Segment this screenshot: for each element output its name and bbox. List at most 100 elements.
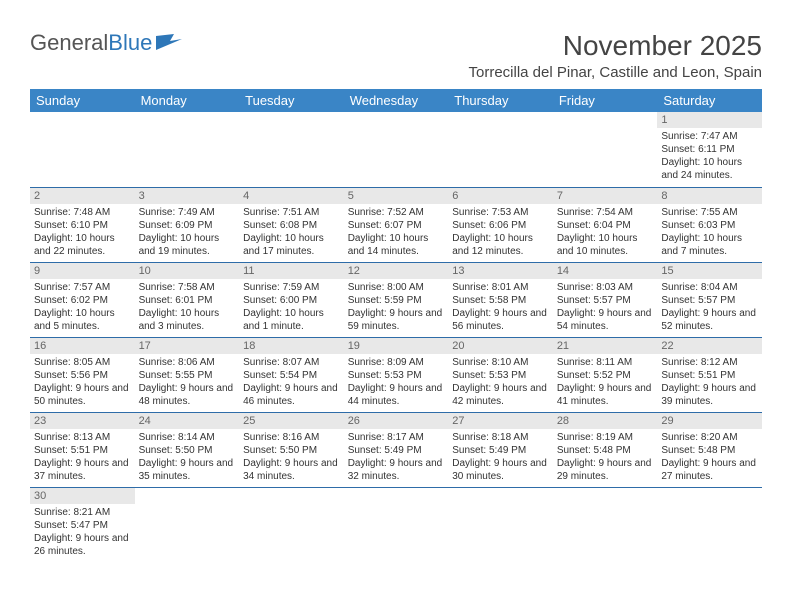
day-number: 11 — [239, 263, 344, 279]
day-details: Sunrise: 7:55 AMSunset: 6:03 PMDaylight:… — [657, 204, 762, 260]
calendar-cell: 23Sunrise: 8:13 AMSunset: 5:51 PMDayligh… — [30, 412, 135, 487]
calendar-cell: 9Sunrise: 7:57 AMSunset: 6:02 PMDaylight… — [30, 262, 135, 337]
day-details: Sunrise: 8:12 AMSunset: 5:51 PMDaylight:… — [657, 354, 762, 410]
weekday-header: Monday — [135, 89, 240, 112]
calendar-cell: 3Sunrise: 7:49 AMSunset: 6:09 PMDaylight… — [135, 187, 240, 262]
day-details: Sunrise: 7:54 AMSunset: 6:04 PMDaylight:… — [553, 204, 658, 260]
calendar-cell — [553, 112, 658, 187]
calendar-cell — [239, 487, 344, 562]
day-details: Sunrise: 8:21 AMSunset: 5:47 PMDaylight:… — [30, 504, 135, 560]
day-number: 30 — [30, 488, 135, 504]
day-number: 24 — [135, 413, 240, 429]
calendar-cell — [448, 112, 553, 187]
calendar-cell: 8Sunrise: 7:55 AMSunset: 6:03 PMDaylight… — [657, 187, 762, 262]
day-details: Sunrise: 8:14 AMSunset: 5:50 PMDaylight:… — [135, 429, 240, 485]
day-number: 1 — [657, 112, 762, 128]
day-number: 20 — [448, 338, 553, 354]
day-details: Sunrise: 8:16 AMSunset: 5:50 PMDaylight:… — [239, 429, 344, 485]
day-number: 9 — [30, 263, 135, 279]
weekday-header: Friday — [553, 89, 658, 112]
day-number: 18 — [239, 338, 344, 354]
day-number: 14 — [553, 263, 658, 279]
calendar-cell: 26Sunrise: 8:17 AMSunset: 5:49 PMDayligh… — [344, 412, 449, 487]
day-number: 2 — [30, 188, 135, 204]
day-details: Sunrise: 7:58 AMSunset: 6:01 PMDaylight:… — [135, 279, 240, 335]
month-title: November 2025 — [468, 30, 762, 62]
calendar-cell: 7Sunrise: 7:54 AMSunset: 6:04 PMDaylight… — [553, 187, 658, 262]
day-details: Sunrise: 7:47 AMSunset: 6:11 PMDaylight:… — [657, 128, 762, 184]
calendar-cell: 29Sunrise: 8:20 AMSunset: 5:48 PMDayligh… — [657, 412, 762, 487]
day-details: Sunrise: 7:48 AMSunset: 6:10 PMDaylight:… — [30, 204, 135, 260]
day-details: Sunrise: 7:52 AMSunset: 6:07 PMDaylight:… — [344, 204, 449, 260]
day-details: Sunrise: 7:53 AMSunset: 6:06 PMDaylight:… — [448, 204, 553, 260]
day-number: 28 — [553, 413, 658, 429]
calendar-cell: 24Sunrise: 8:14 AMSunset: 5:50 PMDayligh… — [135, 412, 240, 487]
logo: GeneralBlue — [30, 30, 184, 56]
header: GeneralBlue November 2025 Torrecilla del… — [30, 30, 762, 81]
day-number: 26 — [344, 413, 449, 429]
calendar-cell: 19Sunrise: 8:09 AMSunset: 5:53 PMDayligh… — [344, 337, 449, 412]
day-details: Sunrise: 8:18 AMSunset: 5:49 PMDaylight:… — [448, 429, 553, 485]
day-number: 5 — [344, 188, 449, 204]
calendar-cell — [448, 487, 553, 562]
day-details: Sunrise: 8:20 AMSunset: 5:48 PMDaylight:… — [657, 429, 762, 485]
calendar-cell: 15Sunrise: 8:04 AMSunset: 5:57 PMDayligh… — [657, 262, 762, 337]
day-number: 3 — [135, 188, 240, 204]
calendar-cell: 28Sunrise: 8:19 AMSunset: 5:48 PMDayligh… — [553, 412, 658, 487]
day-details: Sunrise: 8:03 AMSunset: 5:57 PMDaylight:… — [553, 279, 658, 335]
calendar-cell: 4Sunrise: 7:51 AMSunset: 6:08 PMDaylight… — [239, 187, 344, 262]
calendar-cell: 5Sunrise: 7:52 AMSunset: 6:07 PMDaylight… — [344, 187, 449, 262]
day-details: Sunrise: 7:51 AMSunset: 6:08 PMDaylight:… — [239, 204, 344, 260]
day-details: Sunrise: 7:57 AMSunset: 6:02 PMDaylight:… — [30, 279, 135, 335]
day-details: Sunrise: 7:59 AMSunset: 6:00 PMDaylight:… — [239, 279, 344, 335]
calendar-cell — [344, 487, 449, 562]
calendar-cell: 10Sunrise: 7:58 AMSunset: 6:01 PMDayligh… — [135, 262, 240, 337]
day-details: Sunrise: 8:06 AMSunset: 5:55 PMDaylight:… — [135, 354, 240, 410]
weekday-header: Tuesday — [239, 89, 344, 112]
calendar-cell: 1Sunrise: 7:47 AMSunset: 6:11 PMDaylight… — [657, 112, 762, 187]
day-details: Sunrise: 8:19 AMSunset: 5:48 PMDaylight:… — [553, 429, 658, 485]
day-details: Sunrise: 8:17 AMSunset: 5:49 PMDaylight:… — [344, 429, 449, 485]
day-number: 4 — [239, 188, 344, 204]
logo-flag-icon — [156, 34, 184, 52]
day-number: 7 — [553, 188, 658, 204]
weekday-header: Wednesday — [344, 89, 449, 112]
day-details: Sunrise: 8:07 AMSunset: 5:54 PMDaylight:… — [239, 354, 344, 410]
day-number: 19 — [344, 338, 449, 354]
calendar-cell — [135, 112, 240, 187]
day-details: Sunrise: 8:01 AMSunset: 5:58 PMDaylight:… — [448, 279, 553, 335]
calendar-cell: 2Sunrise: 7:48 AMSunset: 6:10 PMDaylight… — [30, 187, 135, 262]
calendar-cell: 22Sunrise: 8:12 AMSunset: 5:51 PMDayligh… — [657, 337, 762, 412]
day-details: Sunrise: 7:49 AMSunset: 6:09 PMDaylight:… — [135, 204, 240, 260]
calendar-cell: 13Sunrise: 8:01 AMSunset: 5:58 PMDayligh… — [448, 262, 553, 337]
day-number: 21 — [553, 338, 658, 354]
day-details: Sunrise: 8:04 AMSunset: 5:57 PMDaylight:… — [657, 279, 762, 335]
calendar-cell: 12Sunrise: 8:00 AMSunset: 5:59 PMDayligh… — [344, 262, 449, 337]
day-number: 27 — [448, 413, 553, 429]
day-number: 13 — [448, 263, 553, 279]
location: Torrecilla del Pinar, Castille and Leon,… — [468, 64, 762, 81]
calendar-cell: 20Sunrise: 8:10 AMSunset: 5:53 PMDayligh… — [448, 337, 553, 412]
day-details: Sunrise: 8:09 AMSunset: 5:53 PMDaylight:… — [344, 354, 449, 410]
calendar-cell — [135, 487, 240, 562]
calendar-cell: 21Sunrise: 8:11 AMSunset: 5:52 PMDayligh… — [553, 337, 658, 412]
calendar-cell: 6Sunrise: 7:53 AMSunset: 6:06 PMDaylight… — [448, 187, 553, 262]
calendar-cell — [553, 487, 658, 562]
calendar-cell: 14Sunrise: 8:03 AMSunset: 5:57 PMDayligh… — [553, 262, 658, 337]
day-number: 25 — [239, 413, 344, 429]
calendar-cell: 17Sunrise: 8:06 AMSunset: 5:55 PMDayligh… — [135, 337, 240, 412]
day-number: 16 — [30, 338, 135, 354]
calendar-cell: 18Sunrise: 8:07 AMSunset: 5:54 PMDayligh… — [239, 337, 344, 412]
day-number: 15 — [657, 263, 762, 279]
day-number: 6 — [448, 188, 553, 204]
day-number: 12 — [344, 263, 449, 279]
day-number: 17 — [135, 338, 240, 354]
weekday-header: Saturday — [657, 89, 762, 112]
day-number: 10 — [135, 263, 240, 279]
day-number: 22 — [657, 338, 762, 354]
day-details: Sunrise: 8:13 AMSunset: 5:51 PMDaylight:… — [30, 429, 135, 485]
day-number: 8 — [657, 188, 762, 204]
day-details: Sunrise: 8:00 AMSunset: 5:59 PMDaylight:… — [344, 279, 449, 335]
calendar-cell: 30Sunrise: 8:21 AMSunset: 5:47 PMDayligh… — [30, 487, 135, 562]
day-details: Sunrise: 8:05 AMSunset: 5:56 PMDaylight:… — [30, 354, 135, 410]
